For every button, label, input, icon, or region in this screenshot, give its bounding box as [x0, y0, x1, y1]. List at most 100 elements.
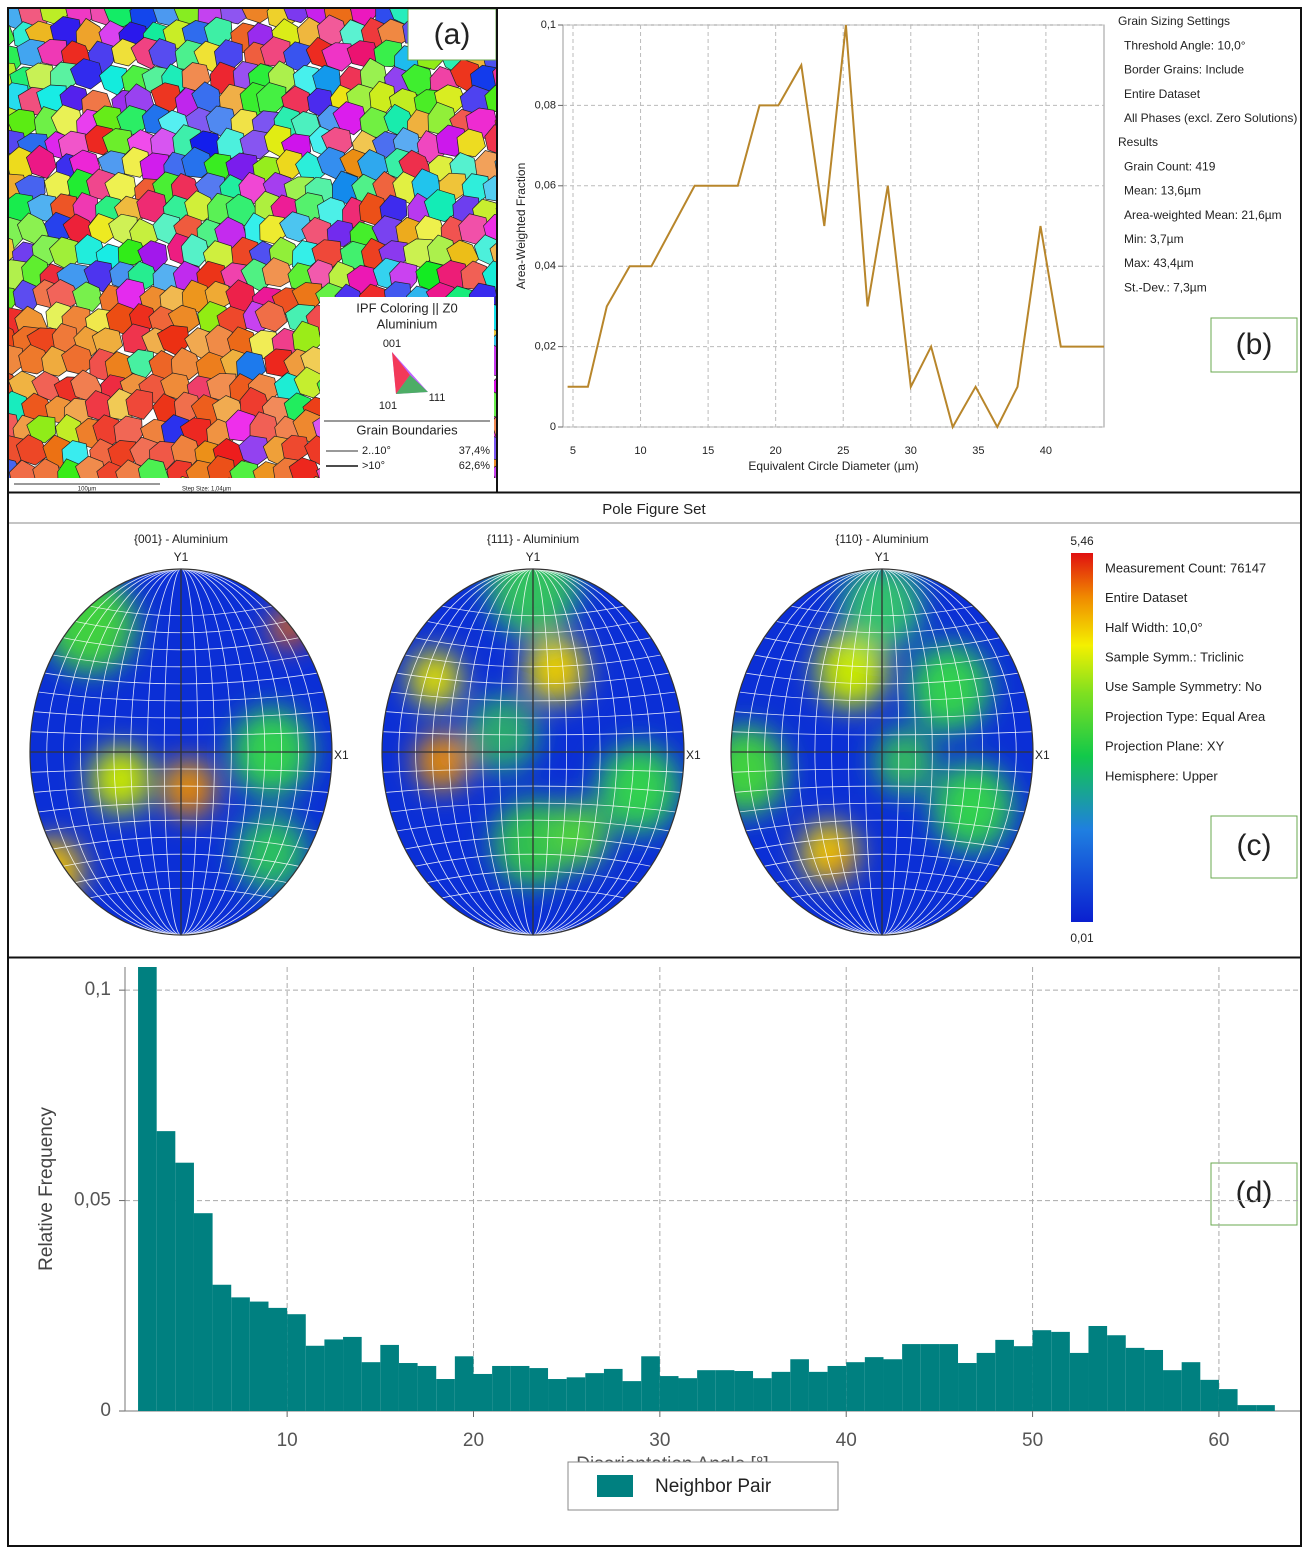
grain	[500, 84, 532, 111]
grain	[30, 505, 60, 539]
y-tick-label: 0	[550, 421, 556, 433]
figure: 100µm Step Size: 1,04µm IPF Coloring || …	[0, 0, 1306, 1551]
pole-note: Measurement Count: 76147	[1105, 560, 1266, 575]
grain	[54, 0, 82, 7]
pole-note: Projection Type: Equal Area	[1105, 709, 1266, 724]
x-tick-label: 50	[1022, 1430, 1043, 1451]
grain	[339, 499, 369, 528]
bar	[1088, 1326, 1107, 1411]
bar	[1107, 1335, 1126, 1411]
annotation: Grain Count: 419	[1124, 159, 1216, 173]
y-tick-label: 0,04	[535, 260, 556, 272]
bar	[1014, 1346, 1033, 1411]
grain	[446, 0, 474, 6]
bar	[977, 1353, 996, 1411]
bar	[567, 1377, 586, 1411]
bar	[268, 1308, 287, 1411]
bar	[1219, 1389, 1238, 1411]
bar	[1033, 1330, 1052, 1411]
grain	[0, 84, 6, 114]
annotation: Min: 3,7µm	[1124, 232, 1184, 246]
gb-range: 2..10°	[362, 445, 391, 457]
bar	[194, 1213, 213, 1411]
density-blob	[706, 726, 786, 814]
pole-figure-title: {111} - Aluminium	[487, 532, 579, 546]
grain	[98, 505, 129, 533]
bar	[846, 1362, 865, 1411]
plot-area	[563, 25, 1104, 427]
bar	[1238, 1405, 1257, 1411]
grain	[503, 128, 531, 154]
grain	[119, 0, 149, 6]
bar	[175, 1163, 194, 1411]
grain	[513, 370, 542, 399]
y-tick-label: 0,1	[85, 979, 111, 1000]
grain	[380, 499, 414, 531]
grain	[275, 500, 305, 534]
bar	[231, 1297, 250, 1411]
grain	[74, 502, 104, 530]
grain	[501, 348, 528, 379]
x-tick-label: 40	[836, 1430, 857, 1451]
grain	[0, 394, 6, 424]
grain	[230, 506, 260, 537]
grain	[518, 462, 547, 491]
grain	[161, 0, 193, 3]
panel-label: (d)	[1236, 1176, 1273, 1209]
bar	[436, 1379, 455, 1411]
bar	[939, 1344, 958, 1411]
grain	[0, 41, 3, 69]
bar	[921, 1344, 940, 1411]
grain	[490, 0, 518, 3]
grain	[493, 503, 522, 536]
bar	[380, 1345, 399, 1411]
x-tick-label: 25	[837, 445, 849, 457]
grain	[0, 480, 2, 512]
grain	[247, 0, 275, 7]
annotation: Entire Dataset	[1124, 87, 1201, 101]
bar	[585, 1373, 604, 1411]
bar	[1182, 1362, 1201, 1411]
ipf-corner: 111	[429, 392, 446, 404]
bar	[678, 1378, 697, 1411]
bar	[324, 1339, 343, 1411]
grain	[512, 68, 545, 98]
y-axis-name: Y1	[174, 550, 189, 564]
bar	[250, 1302, 269, 1411]
bar	[809, 1372, 828, 1411]
ipf-title: IPF Coloring || Z0	[356, 300, 457, 315]
density-blob	[549, 662, 569, 684]
bar	[623, 1381, 642, 1411]
grain	[75, 0, 104, 6]
bar	[604, 1369, 623, 1411]
gb-fraction: 62,6%	[459, 460, 490, 472]
annotation: Mean: 13,6µm	[1124, 184, 1201, 198]
y-axis-label: Relative Frequency	[36, 1107, 57, 1271]
y-tick-label: 0	[100, 1400, 111, 1421]
grain	[319, 0, 349, 3]
bar	[455, 1356, 474, 1411]
y-tick-label: 0,05	[74, 1190, 111, 1211]
density-blob	[468, 695, 538, 772]
y-axis-label: Area-Weighted Fraction	[514, 163, 528, 290]
grain	[496, 286, 526, 316]
grain	[58, 505, 88, 534]
bar	[697, 1370, 716, 1411]
grain	[382, 0, 409, 7]
x-axis-name: X1	[334, 748, 349, 762]
bar	[902, 1344, 921, 1411]
grain	[185, 498, 214, 530]
annotation: Border Grains: Include	[1124, 63, 1244, 77]
x-tick-label: 35	[972, 445, 984, 457]
grain	[517, 416, 546, 448]
bar	[306, 1346, 325, 1411]
ipf-corner: 101	[379, 400, 397, 412]
grain	[30, 0, 60, 3]
annotation: Threshold Angle: 10,0°	[1124, 38, 1246, 52]
bar	[287, 1314, 306, 1411]
grain	[0, 438, 4, 471]
pole-note: Hemisphere: Upper	[1105, 768, 1218, 783]
panel-label: (b)	[1236, 328, 1273, 361]
bar	[790, 1359, 809, 1411]
annotation: Area-weighted Mean: 21,6µm	[1124, 208, 1282, 222]
